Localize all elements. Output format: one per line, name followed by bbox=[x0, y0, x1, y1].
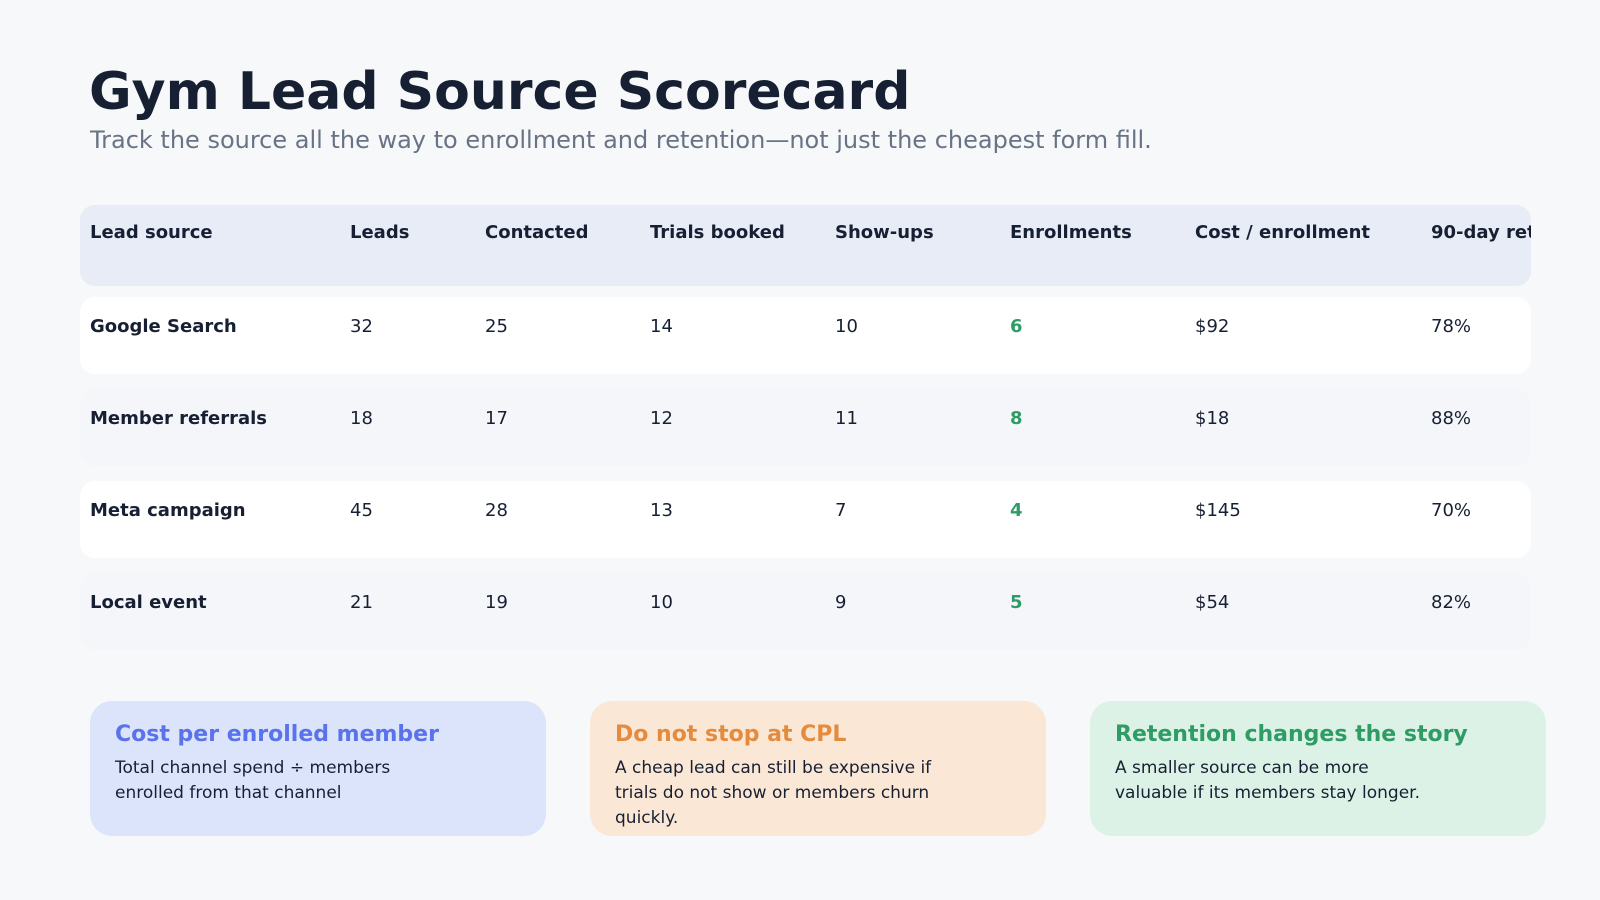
cost-per-enrollment-value: $145 bbox=[1195, 500, 1241, 521]
show-ups-value: 7 bbox=[835, 500, 847, 521]
column-header-show-ups: Show-ups bbox=[835, 222, 934, 243]
leads-value: 21 bbox=[350, 592, 373, 613]
column-header-leads: Leads bbox=[350, 222, 410, 243]
trials-booked-value: 13 bbox=[650, 500, 673, 521]
column-header-cost-per-enrollment: Cost / enrollment bbox=[1195, 222, 1370, 243]
enrollments-value: 5 bbox=[1010, 592, 1023, 613]
cost-per-enrollment-value: $92 bbox=[1195, 316, 1230, 337]
cost-per-enrolled-member-card: Cost per enrolled member Total channel s… bbox=[90, 701, 546, 836]
retention-value: 78% bbox=[1431, 316, 1472, 337]
table-row: Meta campaign 45 28 13 7 4 $145 70% bbox=[80, 481, 1531, 558]
show-ups-value: 9 bbox=[835, 592, 847, 613]
card-description: A smaller source can be more valuable if… bbox=[1115, 758, 1420, 803]
column-header-trials-booked: Trials booked bbox=[650, 222, 785, 243]
table-header-row: Lead source Leads Contacted Trials booke… bbox=[80, 205, 1531, 286]
contacted-value: 19 bbox=[485, 592, 508, 613]
enrollments-value: 8 bbox=[1010, 408, 1023, 429]
card-title: Cost per enrolled member bbox=[115, 722, 439, 747]
trials-booked-value: 10 bbox=[650, 592, 673, 613]
contacted-value: 25 bbox=[485, 316, 508, 337]
contacted-value: 28 bbox=[485, 500, 508, 521]
lead-source-table: Lead source Leads Contacted Trials booke… bbox=[80, 205, 1531, 656]
enrollments-value: 6 bbox=[1010, 316, 1023, 337]
do-not-stop-at-cpl-card: Do not stop at CPL A cheap lead can stil… bbox=[590, 701, 1046, 836]
retention-value: 70% bbox=[1431, 500, 1472, 521]
enrollments-value: 4 bbox=[1010, 500, 1023, 521]
retention-value: 82% bbox=[1431, 592, 1472, 613]
column-header-retention: 90-day retention bbox=[1431, 222, 1531, 243]
page-title: Gym Lead Source Scorecard bbox=[89, 62, 911, 122]
lead-source-name: Meta campaign bbox=[90, 500, 246, 521]
table-row: Google Search 32 25 14 10 6 $92 78% bbox=[80, 297, 1531, 374]
retention-changes-story-card: Retention changes the story A smaller so… bbox=[1090, 701, 1546, 836]
trials-booked-value: 12 bbox=[650, 408, 673, 429]
lead-source-name: Local event bbox=[90, 592, 207, 613]
page-subtitle: Track the source all the way to enrollme… bbox=[90, 126, 1152, 154]
show-ups-value: 10 bbox=[835, 316, 858, 337]
leads-value: 45 bbox=[350, 500, 373, 521]
card-title: Retention changes the story bbox=[1115, 722, 1468, 747]
cost-per-enrollment-value: $54 bbox=[1195, 592, 1230, 613]
card-title: Do not stop at CPL bbox=[615, 722, 847, 747]
column-header-contacted: Contacted bbox=[485, 222, 589, 243]
table-row: Local event 21 19 10 9 5 $54 82% bbox=[80, 573, 1531, 650]
card-description: Total channel spend ÷ members enrolled f… bbox=[115, 758, 391, 803]
column-header-lead-source: Lead source bbox=[90, 222, 213, 243]
trials-booked-value: 14 bbox=[650, 316, 673, 337]
lead-source-name: Member referrals bbox=[90, 408, 268, 429]
card-description: A cheap lead can still be expensive if t… bbox=[615, 758, 932, 828]
cost-per-enrollment-value: $18 bbox=[1195, 408, 1230, 429]
table-row: Member referrals 18 17 12 11 8 $18 88% bbox=[80, 389, 1531, 466]
contacted-value: 17 bbox=[485, 408, 508, 429]
retention-value: 88% bbox=[1431, 408, 1472, 429]
lead-source-name: Google Search bbox=[90, 316, 237, 337]
leads-value: 32 bbox=[350, 316, 373, 337]
column-header-enrollments: Enrollments bbox=[1010, 222, 1132, 243]
show-ups-value: 11 bbox=[835, 408, 858, 429]
leads-value: 18 bbox=[350, 408, 373, 429]
